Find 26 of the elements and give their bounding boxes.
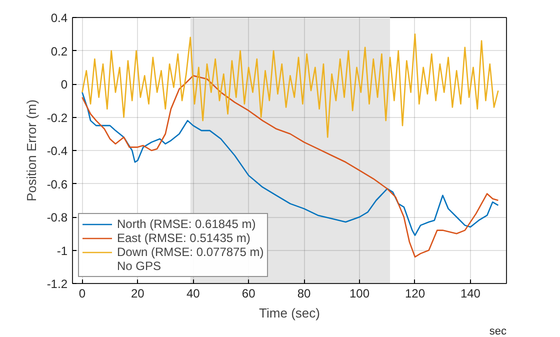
legend-label: East (RMSE: 0.51435 m) xyxy=(117,231,250,245)
y-tick-label: -0.4 xyxy=(46,144,68,158)
x-tick-label: 60 xyxy=(242,286,256,300)
x-tick-label: 20 xyxy=(130,286,145,300)
x-tick-label: 0 xyxy=(78,286,86,300)
y-tick-label: 0.4 xyxy=(50,11,68,25)
x-tick-label: 80 xyxy=(297,286,312,300)
line-series xyxy=(82,33,499,138)
band-label: No GPS xyxy=(117,259,162,273)
y-tick-label: -0.8 xyxy=(46,210,68,224)
y-tick-label: -1.2 xyxy=(46,277,68,291)
y-tick-label: -0.6 xyxy=(46,177,68,192)
legend-label: Down (RMSE: 0.077875 m) xyxy=(117,245,264,259)
x-tick-label: 140 xyxy=(460,286,481,300)
y-tick-label: 0 xyxy=(60,78,68,92)
y-axis-title: Position Error (m) xyxy=(24,100,39,202)
legend-label: North (RMSE: 0.61845 m) xyxy=(117,217,256,231)
line-series xyxy=(82,75,499,258)
text: sec xyxy=(489,326,507,337)
y-tick-label: 0.2 xyxy=(50,44,68,58)
y-tick-label: -1 xyxy=(56,244,68,258)
x-tick-label: 120 xyxy=(404,286,426,300)
x-axis-title: Time (sec) xyxy=(259,306,320,320)
x-tick-label: 100 xyxy=(350,286,370,300)
y-tick-label: -0.2 xyxy=(46,110,68,125)
x-tick-label: 40 xyxy=(186,286,200,300)
